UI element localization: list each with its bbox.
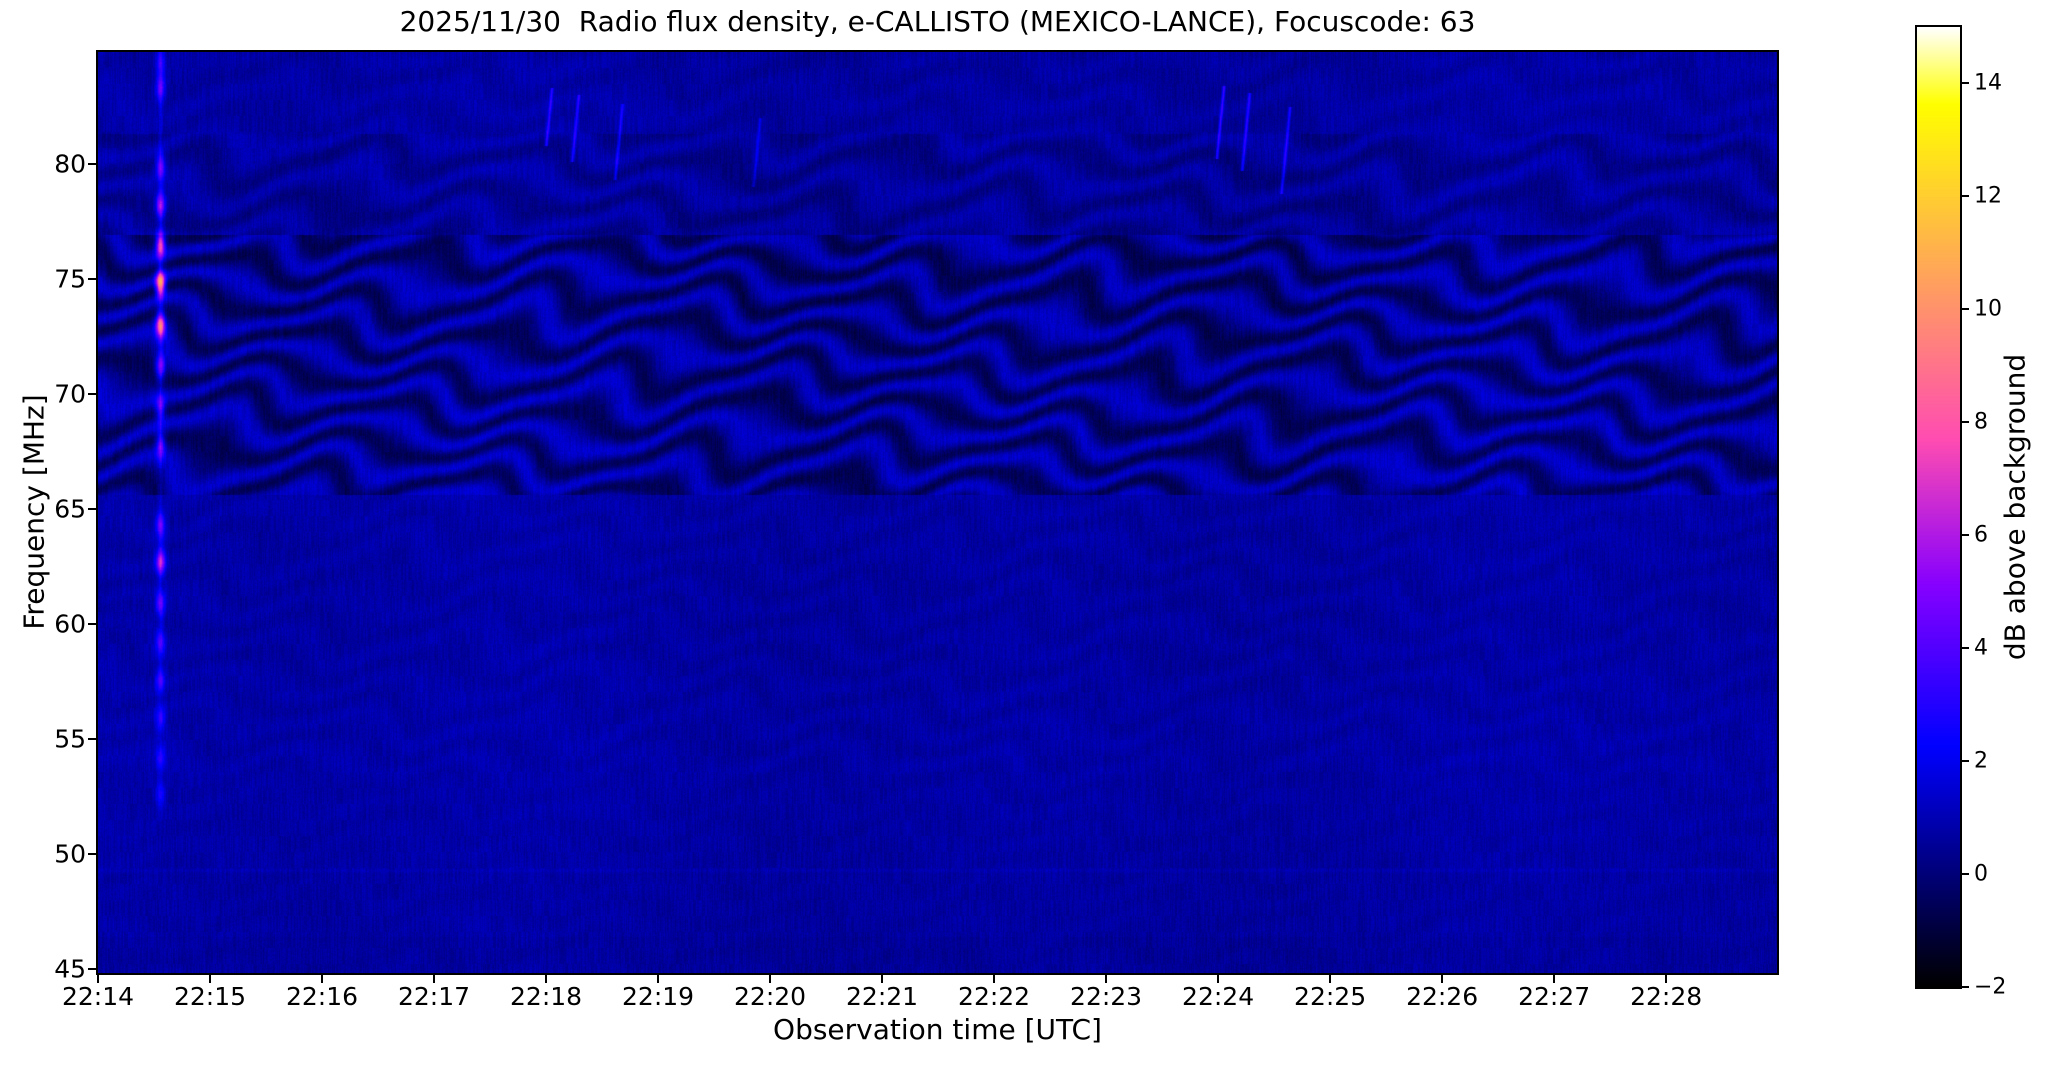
x-tick-label: 22:14 [61, 982, 135, 1011]
colorbar-label: dB above background [1998, 353, 2032, 661]
x-tick-label: 22:26 [1406, 982, 1479, 1011]
x-tick-label: 22:24 [1182, 982, 1255, 1011]
colorbar-tick-label: 4 [1974, 635, 1988, 661]
x-tick-mark [1441, 975, 1444, 983]
colorbar-tick-label: −2 [1974, 974, 2007, 1000]
x-tick-mark [545, 975, 548, 983]
x-tick-mark [433, 975, 436, 983]
colorbar-tick-label: 0 [1974, 861, 1988, 887]
y-tick-mark [88, 392, 96, 395]
x-tick-label: 22:27 [1518, 982, 1591, 1011]
colorbar-tick-mark [1962, 82, 1969, 85]
x-tick-label: 22:16 [285, 982, 359, 1011]
colorbar-tick-label: 6 [1974, 522, 1988, 548]
y-tick-label: 75 [54, 264, 86, 294]
colorbar-tick-mark [1962, 647, 1969, 650]
x-tick-label: 22:17 [397, 982, 471, 1011]
y-tick-label: 70 [54, 379, 86, 409]
x-tick-mark [209, 975, 211, 983]
y-tick-mark [88, 622, 96, 625]
x-tick-mark [993, 975, 996, 983]
y-tick-mark [88, 967, 96, 970]
colorbar-tick-label: 14 [1974, 70, 2002, 96]
y-tick-mark [88, 162, 96, 165]
y-tick-mark [88, 737, 96, 740]
x-tick-mark [321, 975, 324, 983]
y-tick-mark [88, 277, 96, 280]
x-tick-label: 22:23 [1070, 982, 1143, 1011]
colorbar-tick-label: 2 [1974, 748, 1988, 774]
x-tick-label: 22:25 [1294, 982, 1367, 1011]
y-tick-label: 45 [54, 954, 86, 984]
colorbar-tick-label: 8 [1974, 409, 1988, 435]
y-tick-mark [88, 852, 96, 855]
x-tick-mark [769, 975, 772, 983]
x-tick-mark [1665, 975, 1668, 983]
x-tick-mark [657, 975, 660, 983]
x-tick-label: 22:20 [734, 982, 807, 1011]
chart-title: 2025/11/30 Radio flux density, e-CALLIST… [399, 5, 1476, 38]
x-tick-label: 22:19 [622, 982, 695, 1011]
x-axis-label: Observation time [UTC] [773, 1013, 1102, 1046]
x-tick-label: 22:22 [958, 982, 1031, 1011]
colorbar-tick-mark [1962, 195, 1969, 198]
colorbar-tick-label: 12 [1974, 183, 2002, 209]
colorbar-tick-label: 10 [1974, 296, 2002, 322]
y-tick-label: 50 [54, 839, 86, 869]
colorbar-tick-mark [1962, 986, 1969, 988]
x-tick-label: 22:21 [846, 982, 919, 1011]
x-tick-label: 22:18 [510, 982, 583, 1011]
colorbar-tick-mark [1962, 760, 1969, 763]
spectrogram-canvas [96, 50, 1779, 975]
x-tick-label: 22:28 [1630, 982, 1703, 1011]
y-tick-label: 65 [54, 494, 86, 524]
y-axis-label: Frequency [MHz] [17, 394, 51, 630]
colorbar-tick-mark [1962, 308, 1969, 311]
y-tick-label: 55 [54, 724, 86, 754]
x-tick-mark [1217, 975, 1220, 983]
colorbar-tick-mark [1962, 873, 1969, 876]
colorbar-tick-mark [1962, 421, 1969, 424]
x-tick-mark [1105, 975, 1108, 983]
x-tick-label: 22:15 [173, 982, 247, 1011]
x-tick-mark [97, 975, 99, 983]
colorbar-tick-mark [1962, 534, 1969, 537]
x-tick-mark [1553, 975, 1556, 983]
colorbar-canvas [1915, 25, 1962, 989]
y-tick-label: 80 [54, 149, 86, 179]
y-tick-label: 60 [54, 609, 86, 639]
x-tick-mark [881, 975, 884, 983]
x-tick-mark [1329, 975, 1332, 983]
y-tick-mark [88, 507, 96, 510]
